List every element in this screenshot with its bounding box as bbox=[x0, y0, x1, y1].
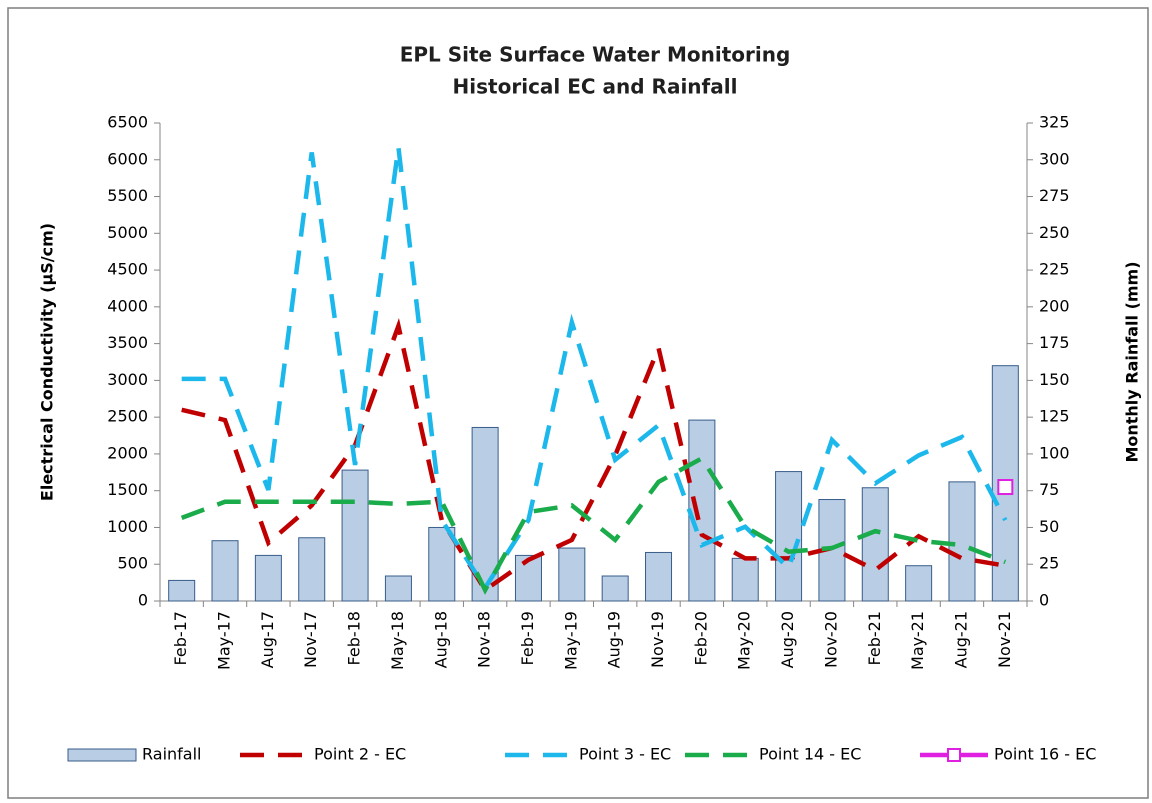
y-tick-label: 1000 bbox=[107, 517, 148, 536]
x-tick-label: Aug-17 bbox=[258, 611, 277, 668]
y-tick-label: 5000 bbox=[107, 223, 148, 242]
y2-tick-label: 325 bbox=[1039, 113, 1070, 132]
bar bbox=[168, 579, 196, 602]
y2-tick-label: 75 bbox=[1039, 480, 1059, 499]
y2-tick-label: 50 bbox=[1039, 517, 1059, 536]
y2-tick-label: 250 bbox=[1039, 223, 1070, 242]
y-tick-label: 4000 bbox=[107, 296, 148, 315]
y-tick-label: 4500 bbox=[107, 260, 148, 279]
bar bbox=[428, 526, 456, 602]
chart-border bbox=[7, 7, 1149, 799]
y-tick-label: 3500 bbox=[107, 333, 148, 352]
y-tick-label: 1500 bbox=[107, 480, 148, 499]
y-tick-label: 5500 bbox=[107, 186, 148, 205]
legend-label: Point 2 - EC bbox=[314, 745, 406, 764]
legend-swatch bbox=[67, 748, 137, 762]
x-tick-label: Nov-17 bbox=[301, 611, 320, 668]
y-tick-label: 0 bbox=[138, 591, 148, 610]
bar bbox=[948, 481, 976, 602]
x-tick-label: Feb-20 bbox=[691, 611, 710, 665]
bar bbox=[298, 537, 326, 602]
bar bbox=[775, 471, 803, 602]
bar bbox=[211, 540, 239, 602]
chart-title: EPL Site Surface Water Monitoring bbox=[400, 43, 791, 67]
bar bbox=[601, 575, 629, 602]
legend-label: Rainfall bbox=[142, 745, 201, 764]
y2-tick-label: 175 bbox=[1039, 333, 1070, 352]
bar bbox=[645, 551, 673, 602]
x-tick-label: Aug-21 bbox=[951, 611, 970, 668]
bar bbox=[905, 565, 933, 602]
x-tick-label: Nov-19 bbox=[648, 611, 667, 668]
y2-tick-label: 225 bbox=[1039, 260, 1070, 279]
y2-tick-label: 0 bbox=[1039, 591, 1049, 610]
x-tick-label: May-18 bbox=[388, 611, 407, 670]
x-tick-label: Aug-18 bbox=[431, 611, 450, 668]
x-tick-label: Feb-21 bbox=[865, 611, 884, 665]
legend-label: Point 16 - EC bbox=[994, 745, 1096, 764]
y-tick-label: 500 bbox=[117, 554, 148, 573]
y-tick-label: 3000 bbox=[107, 370, 148, 389]
bar bbox=[514, 554, 542, 602]
y2-tick-label: 200 bbox=[1039, 296, 1070, 315]
x-tick-label: Aug-19 bbox=[605, 611, 624, 668]
y2-tick-label: 25 bbox=[1039, 554, 1059, 573]
y2-tick-label: 150 bbox=[1039, 370, 1070, 389]
y-axis-title: Electrical Conductivity (µS/cm) bbox=[38, 223, 57, 501]
y-tick-label: 2500 bbox=[107, 407, 148, 426]
y-tick-label: 6500 bbox=[107, 113, 148, 132]
line-series bbox=[180, 455, 1007, 595]
chart-title: Historical EC and Rainfall bbox=[453, 75, 738, 99]
y2-tick-label: 300 bbox=[1039, 149, 1070, 168]
x-tick-label: Aug-20 bbox=[778, 611, 797, 668]
x-tick-label: May-20 bbox=[735, 611, 754, 670]
legend-label: Point 3 - EC bbox=[579, 745, 671, 764]
x-tick-label: Feb-17 bbox=[171, 611, 190, 665]
x-tick-label: Nov-20 bbox=[821, 611, 840, 668]
point-marker bbox=[997, 479, 1014, 496]
y2-tick-label: 275 bbox=[1039, 186, 1070, 205]
x-tick-label: Nov-18 bbox=[475, 611, 494, 668]
y2-tick-label: 100 bbox=[1039, 443, 1070, 462]
y2-axis-title: Monthly Rainfall (mm) bbox=[1123, 261, 1142, 462]
line-series bbox=[181, 146, 1008, 592]
bar bbox=[254, 554, 282, 602]
x-tick-label: Nov-21 bbox=[995, 611, 1014, 668]
x-tick-label: Feb-19 bbox=[518, 611, 537, 665]
bar bbox=[688, 419, 716, 602]
bar bbox=[384, 575, 412, 602]
bar bbox=[341, 469, 369, 602]
x-tick-label: May-19 bbox=[561, 611, 580, 670]
x-tick-label: May-17 bbox=[215, 611, 234, 670]
legend-label: Point 14 - EC bbox=[759, 745, 861, 764]
line-series bbox=[181, 317, 1006, 594]
y-tick-label: 2000 bbox=[107, 443, 148, 462]
bar bbox=[731, 557, 759, 602]
bar bbox=[558, 547, 586, 602]
y2-tick-label: 125 bbox=[1039, 407, 1070, 426]
bar bbox=[861, 487, 889, 602]
legend-marker bbox=[947, 748, 961, 762]
x-tick-label: Feb-18 bbox=[345, 611, 364, 665]
x-tick-label: May-21 bbox=[908, 611, 927, 670]
y-tick-label: 6000 bbox=[107, 149, 148, 168]
